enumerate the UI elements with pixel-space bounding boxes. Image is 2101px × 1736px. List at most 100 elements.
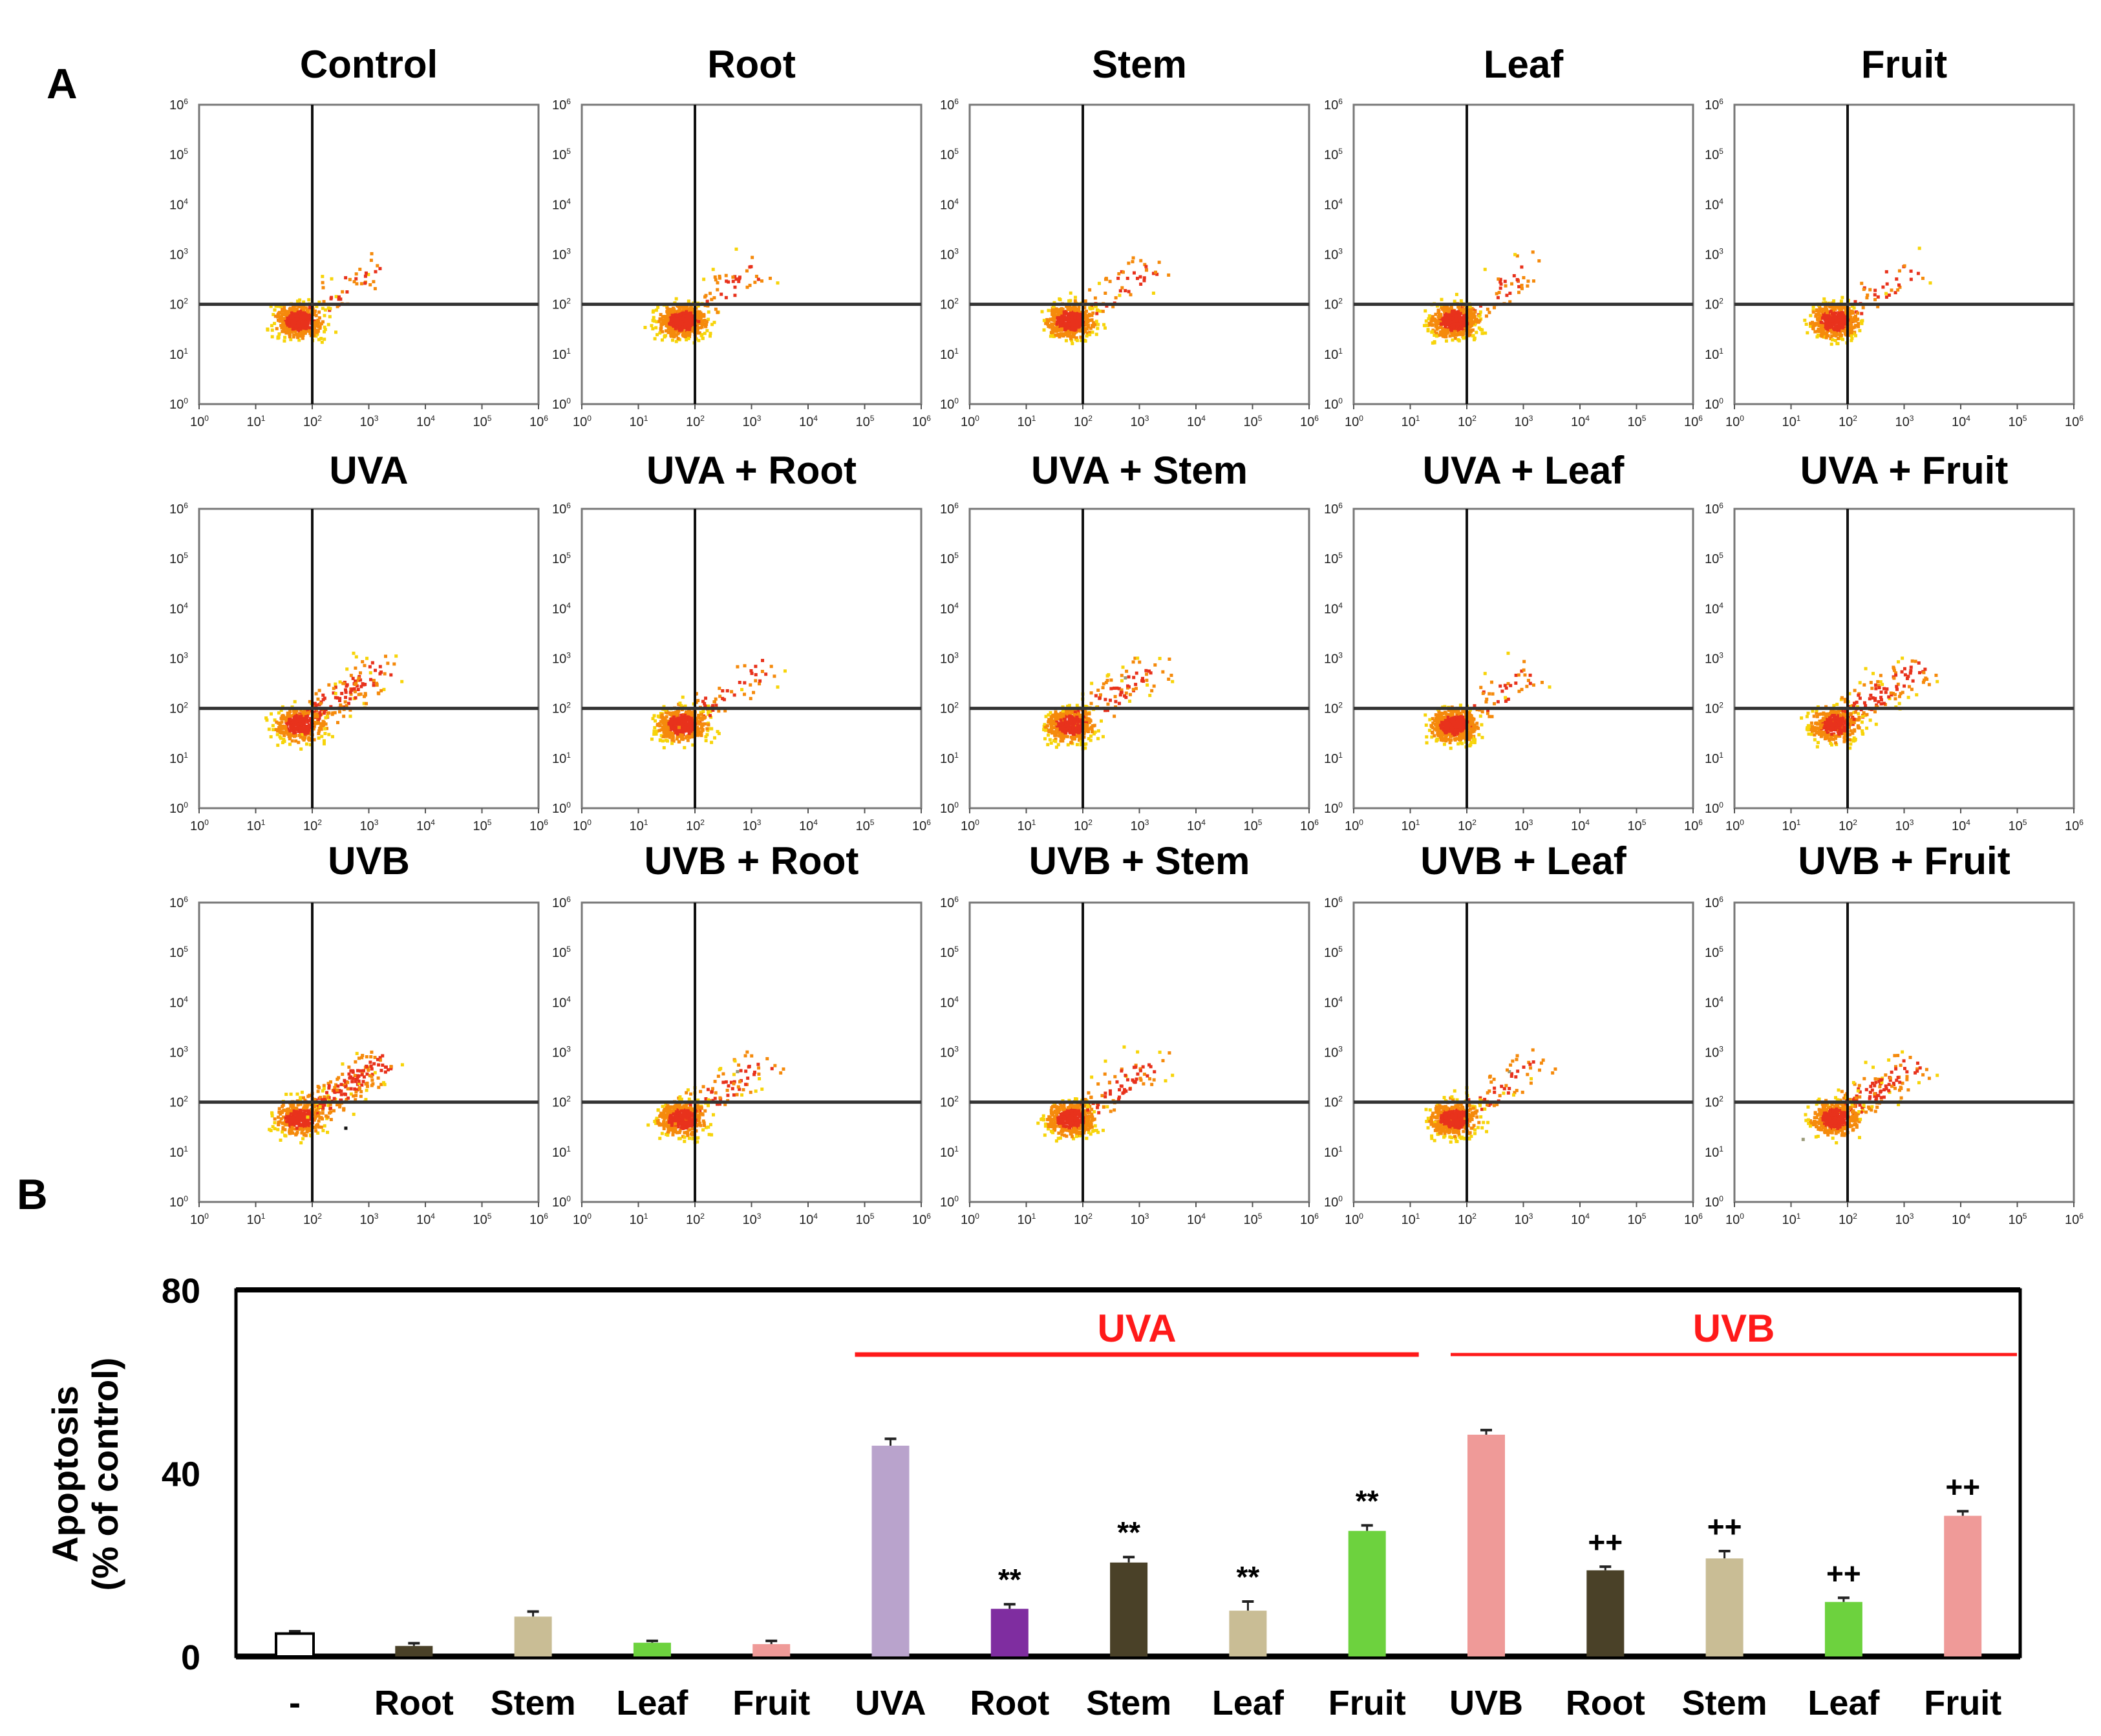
event-dot xyxy=(304,724,308,728)
tick-exponent: 6 xyxy=(1698,414,1703,423)
event-dot xyxy=(676,729,679,733)
event-dot xyxy=(1088,333,1092,337)
event-dot xyxy=(288,317,292,321)
event-dot xyxy=(1061,736,1065,740)
y-tick-label: 104 xyxy=(1324,197,1343,212)
tick-exponent: 4 xyxy=(566,601,571,610)
event-dot xyxy=(696,699,700,703)
tick-exponent: 6 xyxy=(926,818,931,827)
event-dot xyxy=(1150,689,1154,692)
event-dot xyxy=(1079,743,1083,747)
event-dot xyxy=(1431,315,1434,319)
event-dot xyxy=(1826,326,1830,330)
event-dot xyxy=(354,681,358,685)
event-dot xyxy=(1520,286,1524,290)
event-dot xyxy=(292,725,295,729)
tick-base: 10 xyxy=(552,148,566,162)
event-dot xyxy=(1506,651,1510,655)
event-dot xyxy=(1464,326,1467,330)
event-dot xyxy=(300,725,304,729)
event-dot xyxy=(1074,714,1078,718)
event-dot xyxy=(1085,334,1089,338)
x-tick-label: 104 xyxy=(1952,414,1970,429)
event-dot xyxy=(1053,734,1057,738)
event-dot xyxy=(1445,731,1449,734)
event-dot xyxy=(323,727,327,731)
event-dot xyxy=(400,680,404,683)
tick-exponent: 2 xyxy=(1472,414,1477,423)
plot-title: Fruit xyxy=(1861,43,1947,86)
event-dot xyxy=(661,318,665,322)
tick-exponent: 1 xyxy=(954,347,959,356)
event-dot xyxy=(681,713,685,716)
tick-base: 10 xyxy=(940,348,954,362)
event-dot xyxy=(295,299,299,303)
x-tick-label: 100 xyxy=(961,818,979,833)
event-dot xyxy=(1068,727,1072,731)
event-dot xyxy=(275,729,279,733)
event-dot xyxy=(1064,339,1068,343)
y-tick-label: 103 xyxy=(169,651,188,667)
event-dot xyxy=(323,314,326,317)
event-dot xyxy=(694,321,698,325)
event-dot xyxy=(1082,731,1086,735)
tick-exponent: 4 xyxy=(431,818,435,827)
event-dot xyxy=(677,321,681,325)
tick-base: 10 xyxy=(1324,298,1338,312)
event-dot xyxy=(314,722,317,725)
event-dot xyxy=(742,692,746,696)
event-dot xyxy=(664,708,668,712)
event-dot xyxy=(705,299,709,303)
event-dot xyxy=(1525,685,1529,689)
tick-exponent: 5 xyxy=(1258,818,1263,827)
event-dot xyxy=(698,319,702,323)
event-dot xyxy=(1084,742,1088,746)
event-dot xyxy=(1085,309,1089,313)
event-dot xyxy=(1059,311,1063,315)
event-dot xyxy=(1124,691,1128,695)
event-dot xyxy=(282,738,286,742)
event-dot xyxy=(1106,702,1110,706)
event-dot xyxy=(1136,656,1140,660)
event-dot xyxy=(319,336,323,340)
event-dot xyxy=(289,727,293,731)
event-dot xyxy=(1436,315,1440,319)
y-tick-label: 106 xyxy=(169,501,188,517)
event-dot xyxy=(1462,308,1466,312)
event-dot xyxy=(1118,294,1122,297)
event-dot xyxy=(1086,314,1090,317)
event-dot xyxy=(669,733,673,736)
event-dot xyxy=(1063,317,1067,321)
tick-exponent: 3 xyxy=(1529,414,1533,423)
event-dot xyxy=(676,722,680,726)
event-dot xyxy=(1486,709,1490,713)
event-dot xyxy=(291,723,295,727)
event-dot xyxy=(286,316,290,320)
event-dot xyxy=(314,334,318,338)
event-dot xyxy=(314,692,318,696)
event-dot xyxy=(677,316,681,320)
event-dot xyxy=(1897,269,1901,273)
event-dot xyxy=(1125,669,1129,673)
event-dot xyxy=(1074,320,1078,324)
event-dot xyxy=(653,725,657,729)
event-dot xyxy=(356,688,360,692)
event-dot xyxy=(1438,718,1442,722)
event-dot xyxy=(1098,693,1102,697)
tick-base: 10 xyxy=(1131,415,1145,429)
event-dot xyxy=(679,713,683,717)
x-tick-label: 105 xyxy=(856,818,875,833)
event-dot xyxy=(1453,322,1456,326)
tick-base: 10 xyxy=(552,198,566,212)
event-dot xyxy=(1065,305,1069,308)
event-dot xyxy=(730,690,734,694)
event-dot xyxy=(1445,306,1449,310)
event-dot xyxy=(1060,733,1064,736)
event-dot xyxy=(1824,314,1828,317)
event-dot xyxy=(1523,673,1527,677)
event-dot xyxy=(1895,277,1899,281)
event-dot xyxy=(674,328,677,332)
event-dot xyxy=(1473,336,1477,340)
event-dot xyxy=(287,712,291,716)
